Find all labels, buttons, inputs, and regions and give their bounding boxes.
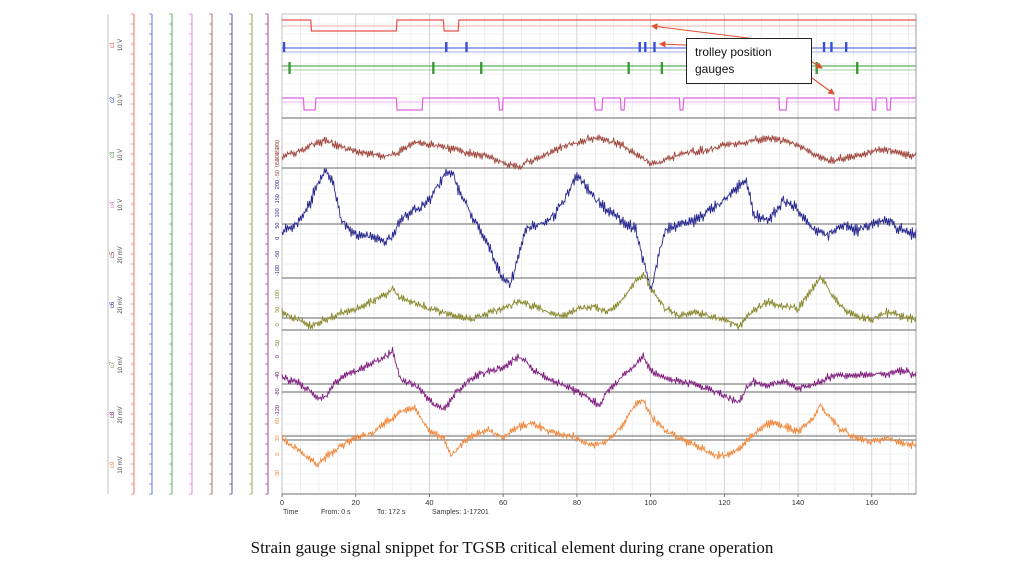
trace-c8-line [281, 347, 917, 411]
y-tick-label-c5: 50 [275, 158, 281, 164]
y-tick-label-c5: -50 [275, 170, 281, 178]
y-tick-label-c7: 50 [275, 307, 281, 313]
trace-c2-pulse [445, 42, 448, 52]
y-tick-label-c8: -120 [275, 405, 281, 416]
trace-c6 [281, 168, 917, 291]
trace-c2-pulse [822, 42, 826, 52]
trace-c9 [281, 398, 917, 468]
x-tick-label: 40 [425, 498, 433, 507]
x-tick-label: 60 [499, 498, 507, 507]
y-tick-label-c6: -50 [275, 251, 281, 259]
trace-c1 [282, 19, 916, 32]
callout-line1: trolley position [695, 45, 772, 59]
y-tick-label-c8: 0 [275, 355, 281, 358]
y-tick-label-c6: 50 [275, 223, 281, 229]
channel-label-c6: c6 [110, 301, 116, 308]
trace-c7-line [281, 271, 917, 330]
trace-c3-pulse [627, 62, 630, 74]
channel-label-c5: c5 [110, 251, 116, 258]
channel-label-c4: 10 V [118, 199, 124, 211]
trace-c3-pulse [288, 62, 291, 74]
x-tick-label: 160 [866, 498, 879, 507]
trace-c5-line [281, 134, 917, 170]
channel-label-c2: 10 V [118, 94, 124, 106]
footer-samples: Samples: 1-17201 [432, 509, 489, 516]
y-tick-label-c5: 200 [275, 140, 281, 149]
trace-c3-pulse [856, 62, 859, 74]
y-tick-label-c9: 60 [275, 418, 281, 424]
channel-label-c7: 10 mV [118, 356, 124, 373]
channel-label-c9: c9 [110, 461, 116, 468]
channel-label-c7: c7 [110, 361, 116, 368]
y-tick-label-c5: 150 [275, 146, 281, 155]
y-tick-label-c9: -30 [275, 470, 281, 478]
trace-c2-pulse [653, 42, 656, 52]
footer-from: From: 0 s [321, 509, 351, 516]
channel-label-c1: c1 [110, 41, 116, 48]
trace-c1-line [282, 19, 916, 32]
figure-caption: Strain gauge signal snippet for TGSB cri… [250, 538, 774, 557]
y-tick-label-c6: -100 [275, 265, 281, 276]
footer-info: Time From: 0 s To: 172 s Samples: 1-1720… [283, 509, 489, 516]
x-tick-label: 120 [718, 498, 731, 507]
trace-c2-pulse [638, 42, 641, 52]
trace-c8 [281, 347, 917, 411]
y-tick-label-c6: 150 [275, 194, 281, 203]
y-tick-label-c5: 100 [275, 152, 281, 161]
footer-to: To: 172 s [377, 509, 406, 516]
x-tick-label: 20 [352, 498, 360, 507]
channel-label-c2: c2 [110, 96, 116, 103]
callout-arrow [811, 77, 835, 95]
y-tick-label-c9: 30 [275, 435, 281, 441]
x-axis: 0 20 40 60 80 100 120 140 160 [280, 493, 916, 507]
trace-c4 [282, 97, 916, 111]
channel-label-c1: 10 V [118, 39, 124, 51]
footer-time: Time [283, 509, 298, 516]
x-tick-label: 140 [792, 498, 805, 507]
trace-c2-pulse [282, 42, 286, 52]
channel-label-c9: 10 mV [118, 456, 124, 473]
y-tick-label-c8: -40 [275, 372, 281, 380]
y-tick-label-c6: 100 [275, 208, 281, 217]
trace-c2-pulse [465, 42, 468, 52]
trace-c6-line [281, 168, 917, 291]
channel-label-c3: c3 [110, 151, 116, 158]
y-tick-label-c5: 0 [275, 164, 281, 167]
trace-c3-pulse [480, 62, 483, 74]
trace-c3-pulse [660, 62, 664, 74]
channel-label-c3: 10 V [118, 149, 124, 161]
x-tick-label: 0 [280, 498, 284, 507]
channel-label-c8: 20 mV [118, 406, 124, 423]
y-tick-label-c7: 0 [275, 323, 281, 326]
y-tick-label-c7: -50 [275, 340, 281, 348]
channel-label-c6: 20 mV [118, 296, 124, 313]
channel-label-c8: c8 [110, 411, 116, 418]
trace-c2-pulse [830, 42, 833, 52]
x-tick-label: 100 [644, 498, 657, 507]
y-tick-label-c8: -80 [275, 388, 281, 396]
trace-c9-line [281, 398, 917, 468]
channel-label-c5: 20 mV [118, 246, 124, 263]
y-tick-label-c6: 200 [275, 180, 281, 189]
trolley-position-callout: trolley position gauges [686, 38, 812, 84]
y-tick-label-c7: 100 [275, 290, 281, 299]
y-tick-label-c9: 0 [275, 453, 281, 456]
x-tick-label: 80 [573, 498, 581, 507]
callout-arrow [811, 61, 823, 69]
trace-c2-pulse [844, 42, 848, 52]
trace-c5 [281, 117, 917, 170]
trace-c7 [281, 271, 917, 331]
channel-label-c4: c4 [110, 201, 116, 208]
trace-c4-line [282, 97, 916, 111]
plot-grid [281, 13, 917, 495]
y-tick-label-c6: 0 [275, 237, 281, 240]
trace-c3-pulse [432, 62, 435, 74]
trace-c2-pulse [644, 42, 647, 52]
callout-line2: gauges [695, 62, 735, 76]
